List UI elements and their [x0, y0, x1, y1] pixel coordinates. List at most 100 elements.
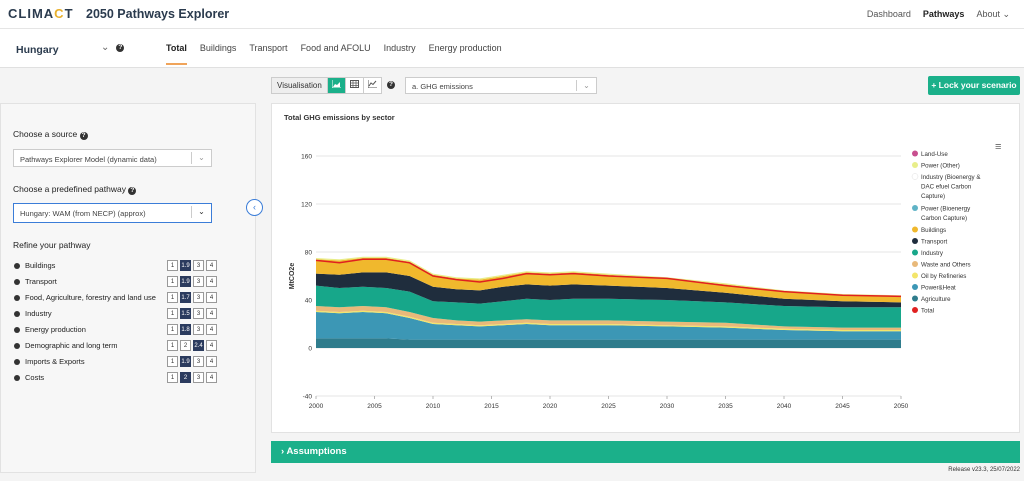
tab-industry[interactable]: Industry [383, 43, 416, 53]
lever-level-button[interactable]: 1 [167, 324, 178, 335]
lever-info-icon[interactable] [14, 263, 20, 269]
chevron-down-icon: ⌄ [191, 152, 211, 164]
lever-list: Buildings 1 1.9 3 4 Transport 1 1.9 3 4 Food, Agri… [12, 260, 226, 388]
pathway-help-icon[interactable]: ? [128, 187, 137, 195]
x-tick-label: 2035 [718, 403, 733, 410]
lever-level-button[interactable]: 2 [180, 340, 191, 351]
lever-level-button[interactable]: 3 [193, 372, 204, 383]
lever-level-button[interactable]: 1 [167, 340, 178, 351]
lever-info-icon[interactable] [14, 311, 20, 317]
source-select[interactable]: Pathways Explorer Model (dynamic data) ⌄ [13, 149, 212, 167]
country-controls: ⌄ ? [101, 42, 125, 53]
lever-level-button[interactable]: 2 [180, 372, 191, 383]
lever-row: Transport 1 1.9 3 4 [12, 276, 226, 292]
lever-level-button[interactable]: 4 [206, 340, 217, 351]
pathway-select[interactable]: Hungary: WAM (from NECP) (approx) ⌄ [13, 203, 212, 223]
source-help-icon[interactable]: ? [79, 132, 88, 140]
lever-row: Food, Agriculture, forestry and land use… [12, 292, 226, 308]
lever-info-icon[interactable] [14, 295, 20, 301]
nav-dashboard[interactable]: Dashboard [866, 9, 911, 19]
legend-item: Power (Other) [921, 163, 960, 170]
y-tick-label: 0 [308, 346, 312, 353]
area-series-0 [316, 338, 901, 348]
legend-item: Industry [921, 250, 944, 257]
table-view-icon[interactable] [344, 78, 363, 93]
climact-logo[interactable]: CLIMACT [8, 6, 74, 21]
area-series-5 [316, 272, 901, 308]
metric-select[interactable]: a. GHG emissions ⌄ [405, 77, 597, 94]
lever-level-button[interactable]: 1.9 [180, 260, 191, 271]
lever-level-button[interactable]: 1.9 [180, 276, 191, 287]
lever-info-icon[interactable] [14, 375, 20, 381]
x-tick-label: 2050 [894, 403, 909, 410]
source-heading: Choose a source ? [13, 129, 88, 140]
lever-level-button[interactable]: 1 [167, 372, 178, 383]
lever-info-icon[interactable] [14, 279, 20, 285]
nav-pathways[interactable]: Pathways [922, 9, 965, 19]
chevron-down-icon: ⌄ [191, 206, 211, 218]
lever-level-button[interactable]: 4 [206, 356, 217, 367]
lever-level-button[interactable]: 3 [193, 324, 204, 335]
help-icon[interactable]: ? [116, 43, 125, 52]
lever-level-button[interactable]: 1.8 [180, 324, 191, 335]
lever-info-icon[interactable] [14, 327, 20, 333]
lever-level-button[interactable]: 3 [193, 308, 204, 319]
lever-level-selector: 1 2 2.4 4 [167, 340, 217, 351]
legend-item: Land-Use [921, 151, 948, 158]
y-tick-label: 80 [305, 250, 313, 257]
tab-food-afolu[interactable]: Food and AFOLU [300, 43, 371, 53]
lock-scenario-button[interactable]: + Lock your scenario [928, 76, 1020, 95]
lever-level-button[interactable]: 1 [167, 260, 178, 271]
lever-info-icon[interactable] [14, 359, 20, 365]
lever-level-button[interactable]: 2.4 [193, 340, 204, 351]
lever-name: Costs [25, 373, 45, 382]
assumptions-toggle[interactable]: › Assumptions [271, 441, 1020, 463]
nav-about[interactable]: About ⌄ [976, 9, 1010, 19]
lever-level-button[interactable]: 1 [167, 292, 178, 303]
lever-level-button[interactable]: 3 [193, 356, 204, 367]
collapse-sidebar-button[interactable]: ‹ [246, 199, 263, 216]
country-dropdown-chevron-icon[interactable]: ⌄ [101, 42, 110, 53]
lever-level-button[interactable]: 4 [206, 292, 217, 303]
lever-level-button[interactable]: 4 [206, 260, 217, 271]
lever-level-button[interactable]: 1 [167, 308, 178, 319]
lever-level-button[interactable]: 4 [206, 372, 217, 383]
lever-row: Industry 1 1.5 3 4 [12, 308, 226, 324]
lever-level-button[interactable]: 4 [206, 276, 217, 287]
lever-info-icon[interactable] [14, 343, 20, 349]
pathway-heading: Choose a predefined pathway ? [13, 184, 137, 195]
lever-level-button[interactable]: 4 [206, 324, 217, 335]
area-series-4 [316, 285, 901, 328]
area-chart-view-icon[interactable] [326, 78, 345, 93]
lever-level-selector: 1 1.7 3 4 [167, 292, 217, 303]
chart-menu-icon[interactable]: ≡ [995, 141, 1002, 153]
legend-marker [912, 205, 918, 211]
lever-level-button[interactable]: 1.7 [180, 292, 191, 303]
legend-marker [912, 295, 918, 302]
lever-level-selector: 1 1.9 3 4 [167, 276, 217, 287]
line-chart-view-icon[interactable] [362, 78, 381, 93]
legend-marker [912, 249, 918, 256]
tab-transport[interactable]: Transport [249, 43, 288, 53]
lever-level-button[interactable]: 4 [206, 308, 217, 319]
lever-row: Energy production 1 1.8 3 4 [12, 324, 226, 340]
lever-level-button[interactable]: 1 [167, 276, 178, 287]
lever-level-button[interactable]: 3 [193, 276, 204, 287]
legend-item: Industry (Bioenergy & DAC efuel Carbon Cap… [921, 174, 981, 200]
x-tick-label: 2025 [601, 403, 616, 410]
tab-total[interactable]: Total [166, 43, 187, 65]
lever-level-button[interactable]: 3 [193, 292, 204, 303]
pathway-select-value: Hungary: WAM (from NECP) (approx) [20, 209, 146, 218]
tab-buildings[interactable]: Buildings [199, 43, 237, 53]
lever-level-button[interactable]: 1.5 [180, 308, 191, 319]
lever-level-selector: 1 1.5 3 4 [167, 308, 217, 319]
lever-level-button[interactable]: 1.9 [180, 356, 191, 367]
area-series-1 [316, 312, 901, 340]
lever-level-button[interactable]: 3 [193, 260, 204, 271]
lever-level-button[interactable]: 1 [167, 356, 178, 367]
y-tick-label: 160 [301, 154, 312, 161]
refine-heading: Refine your pathway [13, 240, 91, 250]
tab-energy-production[interactable]: Energy production [428, 43, 502, 53]
emissions-area-chart: -40 0 40 80 120 160 2000 2005 2010 2015 2020 2025 20… [289, 150, 981, 410]
visualisation-help-icon[interactable]: ? [387, 81, 395, 89]
